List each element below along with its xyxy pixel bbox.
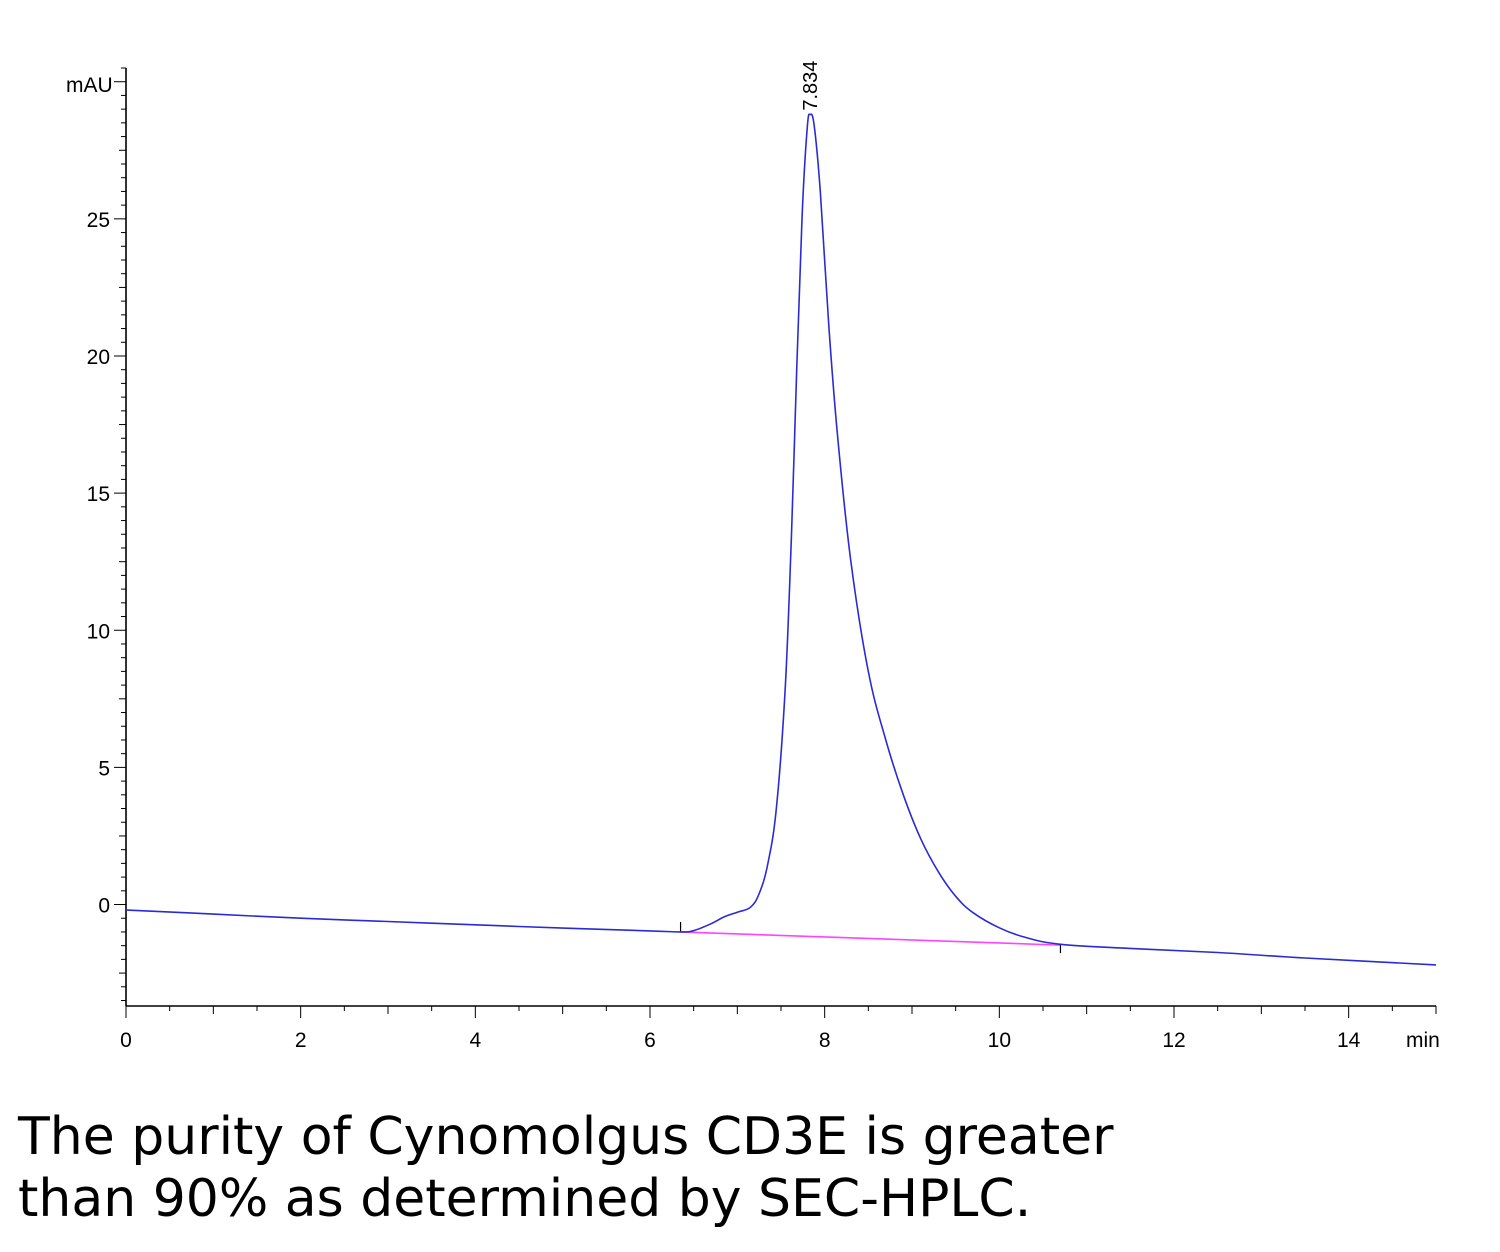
x-axis-ticks: 0 2 4 6 8 10 12 14 <box>120 1006 1437 1052</box>
chromatogram-trace <box>125 113 1437 966</box>
y-tick-label: 20 <box>87 346 110 369</box>
y-tick-label: 5 <box>98 757 110 780</box>
peak-retention-label: 7.834 <box>800 61 822 111</box>
x-tick-label: 6 <box>644 1029 656 1052</box>
chromatogram-chart: 0 5 10 15 20 25 0 2 4 6 8 10 12 14 mAU min 7.834 <box>66 61 1440 1052</box>
caption-line-2: than 90% as determined by SEC-HPLC. <box>18 1169 1032 1229</box>
axes <box>125 68 1436 1007</box>
x-tick-label: 0 <box>120 1029 132 1052</box>
x-tick-label: 8 <box>819 1029 831 1052</box>
y-tick-label: 25 <box>87 209 110 232</box>
y-tick-label: 15 <box>87 483 110 506</box>
x-tick-label: 14 <box>1337 1029 1361 1052</box>
y-tick-label: 10 <box>87 620 110 643</box>
caption-line-1: The purity of Cynomolgus CD3E is greater <box>18 1107 1114 1167</box>
y-axis-ticks: 0 5 10 15 20 25 <box>87 67 126 1002</box>
x-tick-label: 2 <box>295 1029 307 1052</box>
plot-area: 7.834 <box>125 61 1437 966</box>
integration-baseline <box>680 931 1061 946</box>
x-unit-label: min <box>1406 1029 1440 1052</box>
figure-caption: The purity of Cynomolgus CD3E is greater… <box>18 1106 1478 1230</box>
x-tick-label: 10 <box>988 1029 1011 1052</box>
y-tick-label: 0 <box>98 895 110 918</box>
x-tick-label: 4 <box>469 1029 481 1052</box>
y-unit-label: mAU <box>66 74 113 97</box>
x-tick-label: 12 <box>1162 1029 1185 1052</box>
